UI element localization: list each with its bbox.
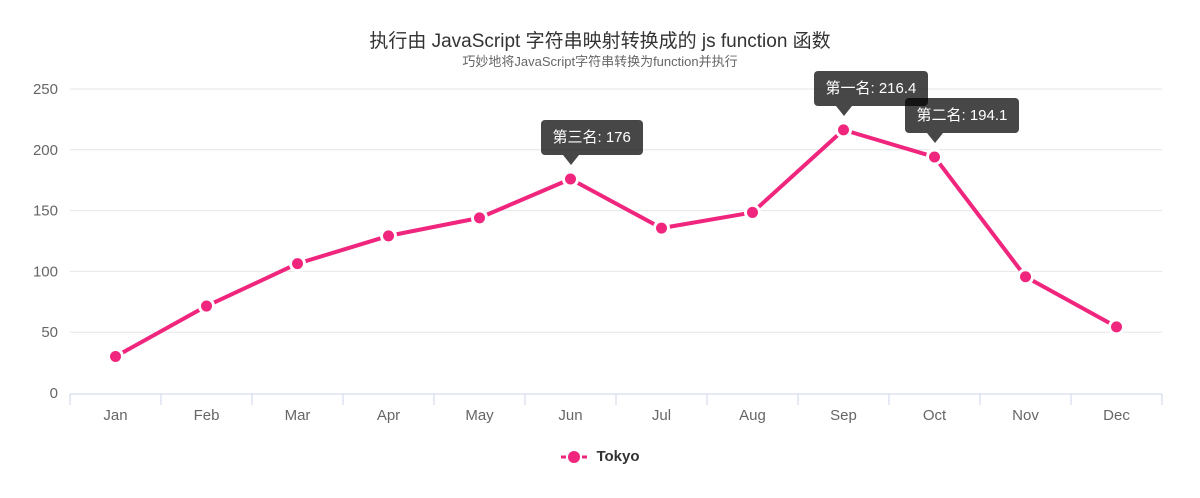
y-axis-label: 0 xyxy=(50,385,58,402)
chart-subtitle: 巧妙地将JavaScript字符串转换为function并执行 xyxy=(462,54,738,69)
x-axis-label: Oct xyxy=(923,407,947,424)
y-axis-label: 50 xyxy=(41,324,58,341)
data-point-Aug[interactable] xyxy=(744,203,761,221)
data-point-May[interactable] xyxy=(471,209,488,227)
annotation-callout-Jun: 第三名: 176 xyxy=(540,119,643,165)
y-axis-label: 100 xyxy=(33,263,58,280)
x-axis-label: Sep xyxy=(830,407,857,424)
x-axis-label: Jun xyxy=(558,407,582,424)
chart-title: 执行由 JavaScript 字符串映射转换成的 js function 函数 xyxy=(369,31,831,52)
data-point-Apr[interactable] xyxy=(380,227,397,245)
y-axis-label: 200 xyxy=(33,142,58,159)
x-axis-label: Mar xyxy=(285,407,311,424)
x-axis-label: Dec xyxy=(1103,407,1130,424)
annotation-callout-Oct: 第二名: 194.1 xyxy=(904,97,1020,143)
data-point-Mar[interactable] xyxy=(289,255,306,273)
x-axis-label: Feb xyxy=(194,407,220,424)
legend-item-tokyo[interactable]: Tokyo xyxy=(560,448,640,465)
y-axis-label: 150 xyxy=(33,203,58,220)
x-axis-label: Apr xyxy=(377,407,400,424)
data-point-Sep[interactable] xyxy=(835,121,852,139)
y-axis-label: 250 xyxy=(33,81,58,98)
data-point-Dec[interactable] xyxy=(1108,318,1125,336)
data-point-Nov[interactable] xyxy=(1017,268,1034,286)
legend: Tokyo xyxy=(0,448,1200,465)
x-axis-label: Aug xyxy=(739,407,766,424)
x-axis-label: Jul xyxy=(652,407,671,424)
data-point-Jun[interactable] xyxy=(562,170,579,188)
line-series-legend-icon xyxy=(561,450,588,463)
data-point-Oct[interactable] xyxy=(926,148,943,166)
series-line-tokyo xyxy=(113,127,1119,359)
x-axis-label: Jan xyxy=(103,407,127,424)
legend-label: Tokyo xyxy=(596,448,640,465)
data-point-Jan[interactable] xyxy=(107,348,124,366)
data-point-Feb[interactable] xyxy=(198,297,215,315)
x-axis-label: May xyxy=(465,407,494,424)
data-point-Jul[interactable] xyxy=(653,219,670,237)
x-axis-label: Nov xyxy=(1012,407,1039,424)
